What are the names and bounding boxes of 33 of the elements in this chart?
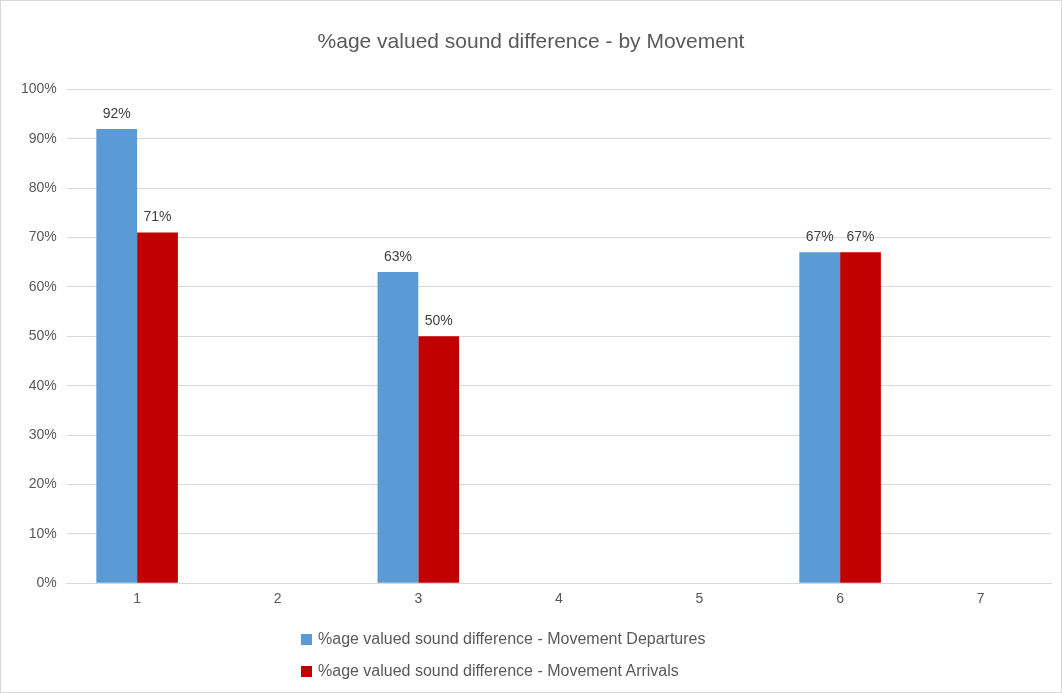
x-tick-label: 6: [836, 590, 845, 607]
x-tick-label: 7: [976, 590, 985, 607]
data-label: 71%: [143, 208, 172, 225]
x-tick-label: 5: [695, 590, 704, 607]
data-label: 63%: [383, 247, 412, 264]
x-tick-label: 2: [273, 590, 282, 607]
bar: [96, 128, 138, 583]
x-tick-label: 1: [133, 590, 142, 607]
y-tick-label: 30%: [28, 425, 57, 442]
bar: [377, 272, 419, 583]
x-tick-label: 4: [555, 590, 563, 607]
y-tick-label: 60%: [28, 277, 57, 294]
y-tick-label: 0%: [36, 574, 57, 591]
data-label: 50%: [424, 312, 453, 329]
bar: [418, 336, 460, 583]
x-tick-label: 3: [414, 590, 423, 607]
legend-label: %age valued sound difference - Movement Departures: [318, 630, 706, 648]
y-tick-label: 70%: [28, 228, 57, 245]
chart-title: %age valued sound difference - by Movement: [316, 29, 746, 53]
legend-label: %age valued sound difference - Movement Arrivals: [318, 662, 679, 680]
bar: [799, 252, 841, 583]
bar: [840, 252, 881, 583]
bar: [137, 232, 178, 583]
y-tick-label: 50%: [28, 327, 57, 344]
y-tick-label: 80%: [28, 179, 57, 196]
data-label: 67%: [846, 228, 875, 245]
y-tick-label: 100%: [20, 80, 57, 97]
y-tick-label: 40%: [28, 376, 57, 393]
y-tick-label: 90%: [28, 129, 57, 146]
data-label: 92%: [102, 104, 131, 121]
y-tick-label: 10%: [28, 524, 57, 541]
y-tick-label: 20%: [28, 475, 57, 492]
data-label: 67%: [805, 228, 834, 245]
